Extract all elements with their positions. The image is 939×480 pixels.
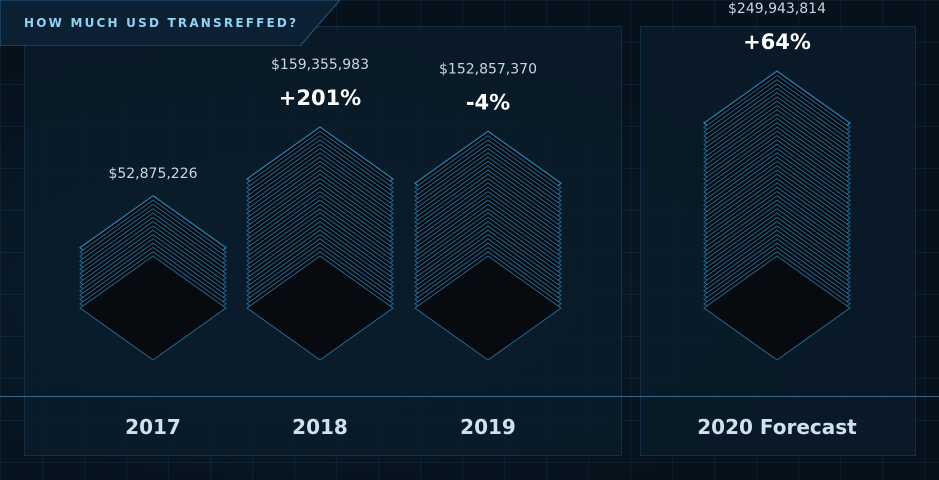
header-tab [0, 0, 340, 46]
stack-layer [703, 255, 851, 361]
category-label: 2019 [460, 415, 516, 439]
stack-layer [414, 255, 562, 361]
category-label: 2020 Forecast [697, 415, 857, 439]
category-label: 2017 [125, 415, 181, 439]
stack-bar [702, 70, 852, 361]
value-label: $159,355,983 [271, 57, 369, 73]
change-label: +64% [743, 30, 811, 54]
stack-layer [246, 255, 394, 361]
chart-title: HOW MUCH USD TRANSREFFED? [24, 16, 299, 30]
stack-layer [79, 255, 227, 361]
baseline-rule [0, 396, 939, 397]
value-label: $249,943,814 [728, 1, 826, 17]
change-label: -4% [466, 90, 510, 114]
stack-bar [78, 195, 228, 361]
category-label: 2018 [292, 415, 348, 439]
change-label: +201% [279, 86, 361, 110]
stack-bar [245, 126, 395, 361]
value-label: $52,875,226 [108, 166, 197, 182]
stack-bar [413, 130, 563, 361]
value-label: $152,857,370 [439, 61, 537, 77]
